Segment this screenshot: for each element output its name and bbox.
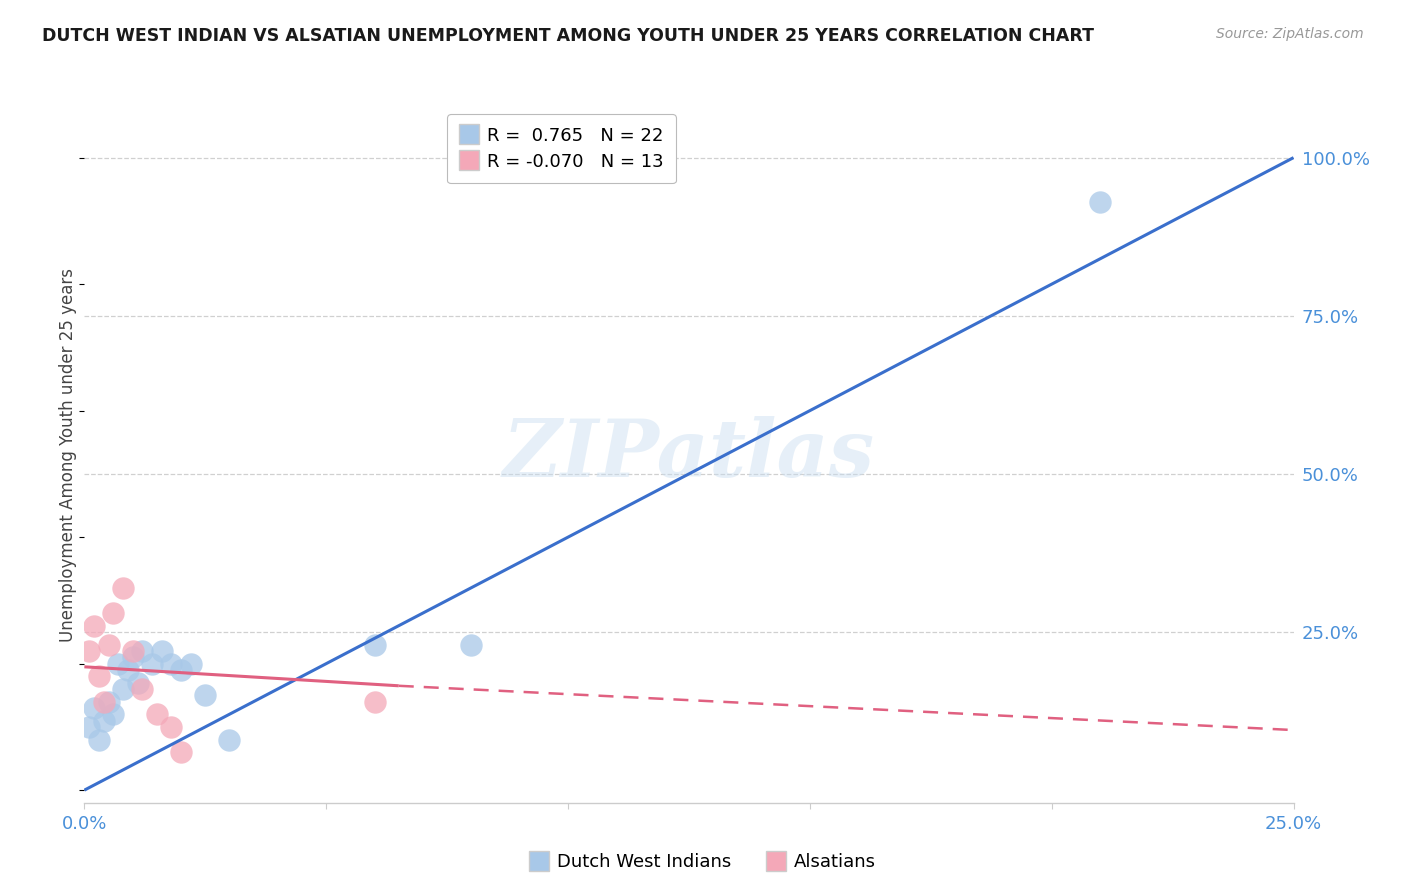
Point (131, 681, 153, 696)
Text: Source: ZipAtlas.com: Source: ZipAtlas.com (1216, 27, 1364, 41)
Point (170, 745, 193, 759)
Point (77, 720, 100, 734)
Point (141, 657, 163, 671)
Point (117, 663, 139, 677)
Point (112, 581, 135, 595)
Point (97, 695, 120, 709)
Point (93, 695, 115, 709)
Point (170, 663, 193, 677)
Point (160, 720, 183, 734)
Point (150, 644, 173, 658)
Point (87, 732, 110, 747)
Point (160, 657, 183, 671)
Y-axis label: Unemployment Among Youth under 25 years: Unemployment Among Youth under 25 years (59, 268, 77, 642)
Point (218, 732, 240, 747)
Point (97, 638, 120, 652)
Legend: Dutch West Indians, Alsatians: Dutch West Indians, Alsatians (523, 847, 883, 879)
Point (1088, 194, 1111, 209)
Point (460, 638, 482, 652)
Point (112, 681, 135, 696)
Point (87, 669, 110, 683)
Point (363, 638, 385, 652)
Point (93, 714, 115, 728)
Point (103, 606, 125, 620)
Point (194, 688, 217, 702)
Point (103, 707, 125, 722)
Point (83, 701, 105, 715)
Point (121, 644, 143, 658)
Point (127, 675, 149, 690)
Point (131, 644, 153, 658)
Point (107, 657, 129, 671)
Point (83, 618, 105, 632)
Legend: R =  0.765   N = 22, R = -0.070   N = 13: R = 0.765 N = 22, R = -0.070 N = 13 (447, 114, 676, 184)
Text: DUTCH WEST INDIAN VS ALSATIAN UNEMPLOYMENT AMONG YOUTH UNDER 25 YEARS CORRELATIO: DUTCH WEST INDIAN VS ALSATIAN UNEMPLOYME… (42, 27, 1094, 45)
Point (77, 644, 100, 658)
Point (121, 650, 143, 665)
Point (146, 707, 169, 722)
Point (180, 657, 202, 671)
Point (363, 695, 385, 709)
Text: ZIPatlas: ZIPatlas (503, 417, 875, 493)
